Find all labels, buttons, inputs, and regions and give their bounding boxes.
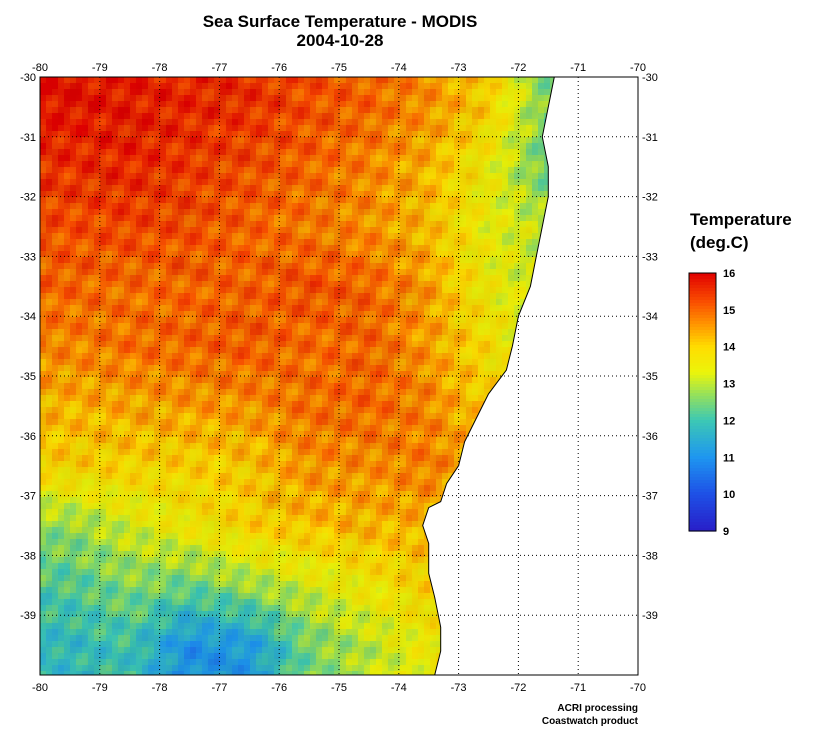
map-date: 2004-10-28 (296, 31, 384, 50)
map-title: Sea Surface Temperature - MODIS (202, 12, 478, 31)
